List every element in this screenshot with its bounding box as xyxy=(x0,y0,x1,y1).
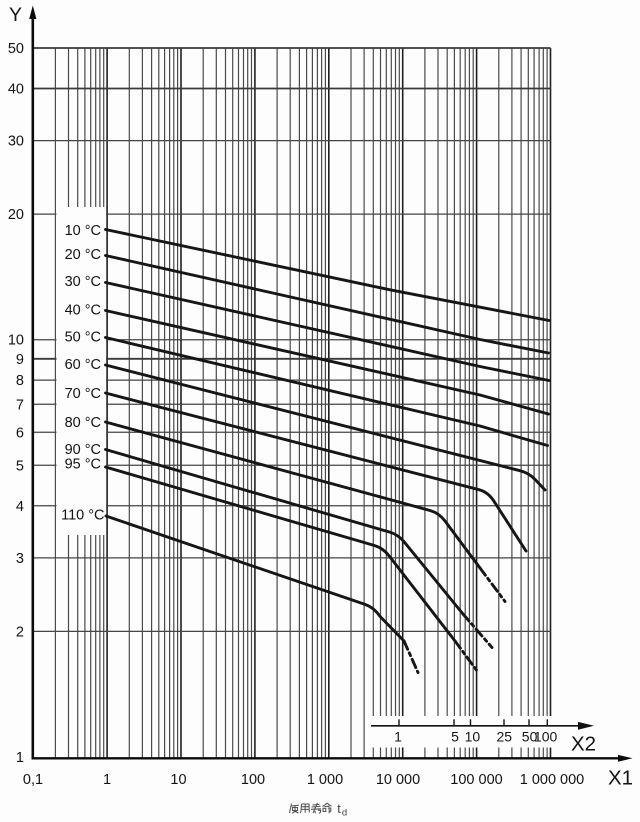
svg-text:X1: X1 xyxy=(608,767,633,790)
svg-text:10 °C: 10 °C xyxy=(65,223,101,239)
svg-text:d: d xyxy=(342,808,347,819)
svg-text:10: 10 xyxy=(170,772,186,788)
svg-text:10 000: 10 000 xyxy=(376,772,420,788)
svg-text:1 000 000: 1 000 000 xyxy=(520,772,585,788)
svg-text:95 °C: 95 °C xyxy=(65,457,101,473)
svg-text:1 000: 1 000 xyxy=(307,772,343,788)
svg-text:25: 25 xyxy=(497,729,513,745)
svg-text:40: 40 xyxy=(8,81,24,97)
svg-text:Y: Y xyxy=(9,4,22,26)
svg-text:50: 50 xyxy=(8,41,24,57)
svg-text:4: 4 xyxy=(16,499,24,515)
svg-text:50 °C: 50 °C xyxy=(65,330,101,346)
svg-text:t: t xyxy=(337,802,341,816)
svg-text:5: 5 xyxy=(451,729,459,745)
svg-text:20: 20 xyxy=(8,207,24,223)
svg-text:9: 9 xyxy=(16,352,24,368)
svg-text:50: 50 xyxy=(522,729,538,745)
svg-text:40 °C: 40 °C xyxy=(65,303,101,319)
svg-text:80 °C: 80 °C xyxy=(65,415,101,431)
svg-text:5: 5 xyxy=(16,458,24,474)
svg-text:7: 7 xyxy=(16,397,24,413)
svg-text:1: 1 xyxy=(103,772,111,788)
svg-text:8: 8 xyxy=(16,373,24,389)
svg-text:100: 100 xyxy=(534,729,558,745)
svg-text:6: 6 xyxy=(16,425,24,441)
svg-text:100 000: 100 000 xyxy=(450,772,502,788)
svg-text:70 °C: 70 °C xyxy=(65,386,101,402)
svg-text:20 °C: 20 °C xyxy=(65,247,101,263)
svg-text:0,1: 0,1 xyxy=(23,772,43,788)
svg-text:30: 30 xyxy=(8,134,24,150)
svg-text:30 °C: 30 °C xyxy=(65,274,101,290)
svg-text:110 °C: 110 °C xyxy=(61,507,104,523)
svg-text:1: 1 xyxy=(394,729,402,745)
svg-text:3: 3 xyxy=(16,551,24,567)
svg-text:90 °C: 90 °C xyxy=(65,442,101,458)
svg-text:2: 2 xyxy=(16,624,24,640)
svg-text:X2: X2 xyxy=(571,733,596,756)
svg-text:1: 1 xyxy=(16,750,24,766)
svg-text:10: 10 xyxy=(8,333,24,349)
svg-text:10: 10 xyxy=(465,729,481,745)
svg-text:100: 100 xyxy=(241,772,265,788)
svg-text:60 °C: 60 °C xyxy=(65,357,101,373)
